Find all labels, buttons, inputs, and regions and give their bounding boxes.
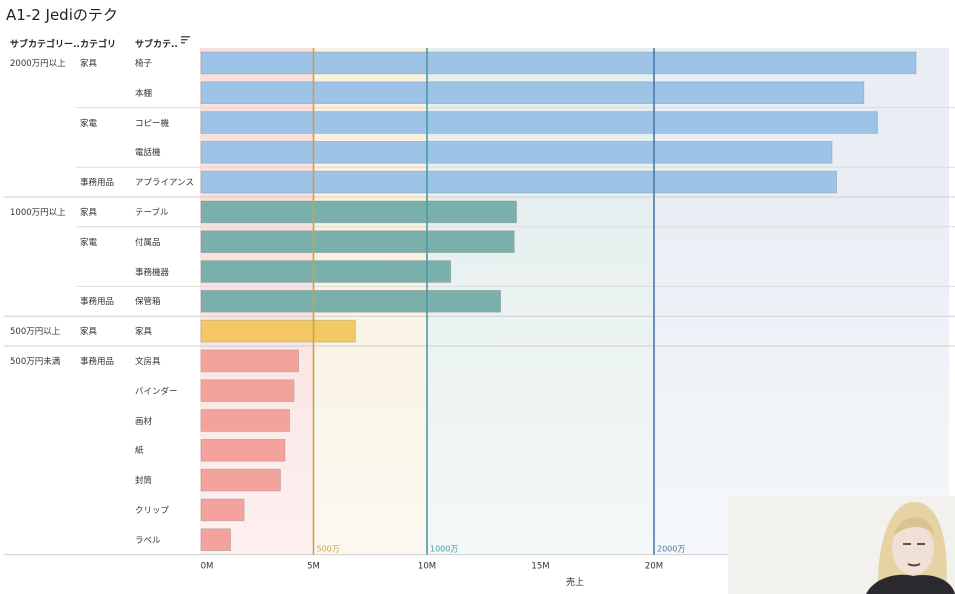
- bar: [200, 468, 281, 492]
- bar: [200, 289, 502, 313]
- subcategory-label: 事務機器: [135, 267, 170, 278]
- x-tick-label: 10M: [418, 562, 436, 572]
- reference-line-label: 500万: [317, 545, 340, 554]
- webcam-overlay: [728, 496, 955, 594]
- category-label: 家電: [80, 237, 98, 248]
- bar: [200, 170, 837, 194]
- bar: [200, 349, 300, 373]
- x-tick-label: 5M: [307, 562, 320, 572]
- category-label: 事務用品: [80, 356, 115, 367]
- group-label: 500万円以上: [10, 327, 61, 338]
- category-label: 事務用品: [80, 297, 115, 308]
- reference-line-label: 1000万: [430, 545, 458, 554]
- category-label: 家具: [80, 58, 98, 69]
- bar: [200, 379, 295, 402]
- band-fade: [200, 198, 955, 555]
- bar: [200, 81, 865, 105]
- group-label: 1000万円以上: [10, 207, 66, 218]
- x-tick-label: 0M: [201, 562, 214, 572]
- category-label: 事務用品: [80, 178, 115, 189]
- subcategory-label: 電話機: [135, 148, 161, 159]
- category-label: 家具: [80, 207, 98, 218]
- bar: [200, 200, 517, 224]
- header-subcategory[interactable]: サブカテ..: [135, 40, 178, 50]
- bar: [200, 111, 878, 134]
- bar: [200, 438, 286, 462]
- header-category[interactable]: カテゴリ: [80, 40, 117, 50]
- subcategory-label: 家具: [135, 327, 153, 338]
- x-tick-label: 20M: [645, 562, 663, 572]
- category-label: 家具: [80, 327, 98, 338]
- bar: [200, 230, 515, 254]
- bar: [200, 528, 231, 551]
- subcategory-label: クリップ: [135, 505, 170, 516]
- bar: [200, 260, 452, 283]
- subcategory-label: テーブル: [135, 207, 169, 218]
- header-subcategory-group[interactable]: サブカテゴリー..: [10, 40, 80, 50]
- subcategory-label: コピー機: [135, 118, 170, 129]
- category-label: 家電: [80, 118, 98, 129]
- reference-line-label: 2000万: [657, 545, 685, 554]
- subcategory-label: 封筒: [135, 476, 153, 487]
- page-title: A1-2 Jediのテク: [6, 6, 118, 24]
- x-axis-label: 売上: [566, 578, 585, 588]
- group-label: 500万円未満: [10, 356, 61, 367]
- subcategory-label: ラベル: [135, 535, 161, 546]
- subcategory-label: 付属品: [135, 237, 161, 248]
- subcategory-label: 本棚: [135, 88, 153, 99]
- group-label: 2000万円以上: [10, 58, 66, 69]
- subcategory-label: 紙: [135, 446, 144, 457]
- x-tick-label: 15M: [531, 562, 549, 572]
- subcategory-label: バインダー: [135, 386, 178, 397]
- subcategory-label: 保管箱: [135, 297, 161, 308]
- bar: [200, 498, 245, 522]
- subcategory-label: 画材: [135, 416, 153, 427]
- bar: [200, 140, 833, 164]
- subcategory-label: 文房具: [135, 356, 161, 367]
- sort-descending-icon[interactable]: [181, 36, 191, 48]
- subcategory-label: 椅子: [135, 58, 153, 69]
- subcategory-label: アプライアンス: [135, 178, 194, 189]
- bar: [200, 51, 917, 75]
- bar: [200, 319, 356, 343]
- bar: [200, 409, 290, 432]
